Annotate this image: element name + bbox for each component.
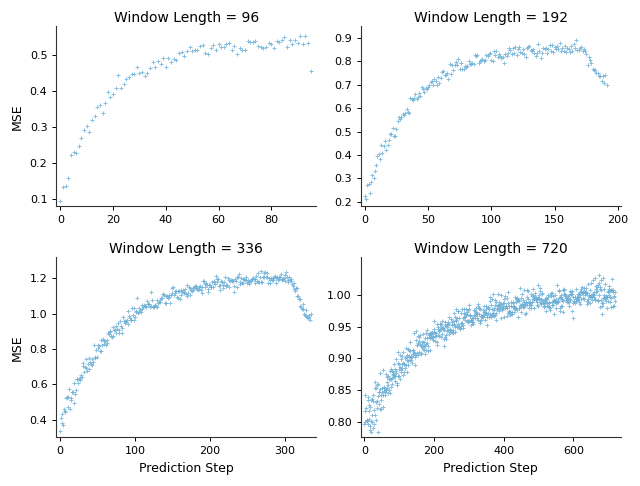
Y-axis label: MSE: MSE (11, 334, 24, 361)
Title: Window Length = 336: Window Length = 336 (109, 242, 263, 256)
Title: Window Length = 96: Window Length = 96 (114, 11, 259, 25)
Title: Window Length = 720: Window Length = 720 (414, 242, 568, 256)
Title: Window Length = 192: Window Length = 192 (413, 11, 568, 25)
X-axis label: Prediction Step: Prediction Step (139, 462, 234, 475)
Y-axis label: MSE: MSE (11, 103, 24, 130)
X-axis label: Prediction Step: Prediction Step (444, 462, 538, 475)
